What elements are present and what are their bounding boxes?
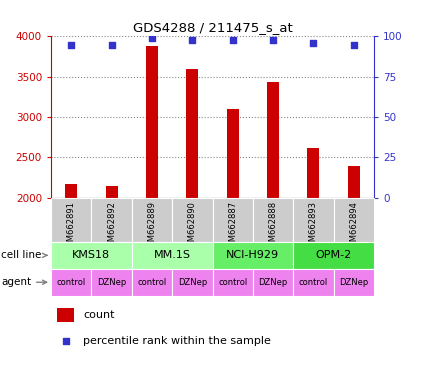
Text: percentile rank within the sample: percentile rank within the sample xyxy=(83,336,271,346)
Bar xyxy=(51,269,91,296)
Text: GSM662887: GSM662887 xyxy=(228,201,237,252)
Bar xyxy=(65,184,77,359)
Bar xyxy=(172,269,212,296)
Title: GDS4288 / 211475_s_at: GDS4288 / 211475_s_at xyxy=(133,21,292,34)
Bar xyxy=(51,198,91,242)
Bar xyxy=(105,186,118,359)
Point xyxy=(68,41,75,48)
Bar xyxy=(186,69,198,359)
Bar xyxy=(267,82,279,359)
Bar xyxy=(253,198,293,242)
Text: MM.1S: MM.1S xyxy=(153,250,191,260)
Bar xyxy=(348,166,360,359)
Text: GSM662890: GSM662890 xyxy=(188,201,197,252)
Text: control: control xyxy=(218,278,247,287)
Bar xyxy=(293,242,374,269)
Bar xyxy=(307,148,320,359)
Bar xyxy=(132,269,172,296)
Point xyxy=(310,40,317,46)
Bar xyxy=(212,198,253,242)
Text: cell line: cell line xyxy=(1,250,47,260)
Bar xyxy=(132,198,172,242)
Bar xyxy=(91,198,132,242)
Text: count: count xyxy=(83,310,115,320)
Point xyxy=(350,41,357,48)
Text: KMS18: KMS18 xyxy=(72,250,110,260)
Point xyxy=(62,338,69,344)
Text: GSM662888: GSM662888 xyxy=(269,201,278,252)
Text: NCI-H929: NCI-H929 xyxy=(226,250,280,260)
Bar xyxy=(91,269,132,296)
Text: GSM662893: GSM662893 xyxy=(309,201,318,252)
Point xyxy=(229,36,236,43)
Bar xyxy=(146,46,158,359)
Bar xyxy=(334,198,374,242)
Bar xyxy=(334,269,374,296)
Bar xyxy=(57,308,74,322)
Point xyxy=(108,41,115,48)
Bar xyxy=(253,269,293,296)
Point xyxy=(269,36,276,43)
Text: GSM662891: GSM662891 xyxy=(67,201,76,252)
Text: GSM662894: GSM662894 xyxy=(349,201,358,252)
Point xyxy=(189,36,196,43)
Text: agent: agent xyxy=(1,277,47,287)
Text: control: control xyxy=(137,278,167,287)
Text: DZNep: DZNep xyxy=(178,278,207,287)
Text: OPM-2: OPM-2 xyxy=(315,250,352,260)
Text: control: control xyxy=(57,278,86,287)
Text: GSM662889: GSM662889 xyxy=(147,201,156,252)
Text: DZNep: DZNep xyxy=(258,278,288,287)
Text: DZNep: DZNep xyxy=(339,278,368,287)
Bar xyxy=(51,242,132,269)
Text: control: control xyxy=(299,278,328,287)
Text: DZNep: DZNep xyxy=(97,278,126,287)
Bar xyxy=(293,198,334,242)
Bar xyxy=(132,242,212,269)
Point xyxy=(148,35,155,41)
Bar xyxy=(212,269,253,296)
Text: GSM662892: GSM662892 xyxy=(107,201,116,252)
Bar xyxy=(172,198,212,242)
Bar xyxy=(227,109,239,359)
Bar xyxy=(212,242,293,269)
Bar xyxy=(293,269,334,296)
